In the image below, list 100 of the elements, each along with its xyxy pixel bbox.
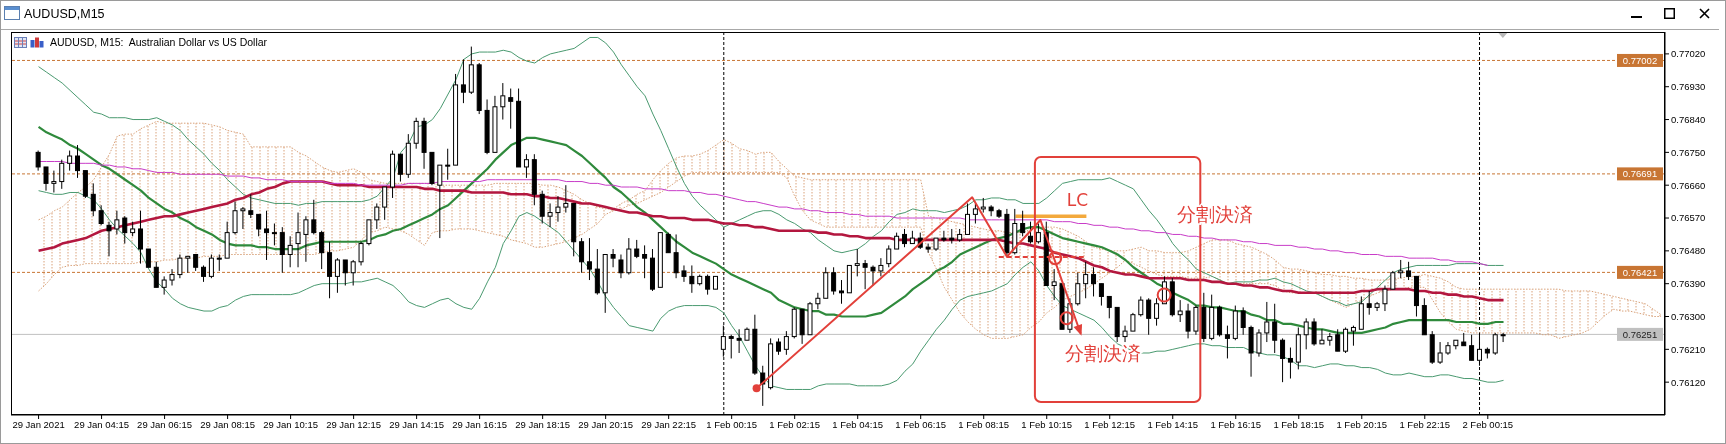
candlestick [870, 264, 876, 287]
candlestick [90, 182, 96, 217]
candlestick [523, 153, 529, 179]
candlestick [1051, 268, 1057, 301]
y-tick-label: 0.76840 [1671, 113, 1706, 125]
x-tick-label: 29 Jan 20:15 [578, 418, 634, 430]
y-tick-label: 0.76120 [1671, 376, 1706, 388]
candlestick [1287, 347, 1293, 380]
candlestick [618, 254, 624, 279]
candlestick [839, 279, 844, 305]
candlestick [1382, 285, 1388, 312]
ref-line-label: 0.77002 [1622, 54, 1658, 66]
y-tick-label: 0.76300 [1671, 310, 1706, 322]
candlestick [760, 365, 766, 407]
ref-line-label: 0.76691 [1622, 168, 1658, 180]
candlestick [547, 202, 553, 228]
candlestick [248, 193, 254, 219]
ref-line-label: 0.76421 [1622, 266, 1658, 278]
candlestick [1303, 317, 1309, 350]
candlestick [138, 210, 144, 265]
candlestick [1035, 223, 1041, 245]
candlestick [673, 233, 679, 279]
y-tick-label: 0.76390 [1671, 278, 1706, 290]
chart-title: AUDUSD,M15 [24, 7, 105, 22]
candlestick [555, 195, 561, 223]
x-tick-label: 29 Jan 14:15 [389, 418, 445, 430]
candlestick [1224, 325, 1230, 359]
x-tick-label: 1 Feb 18:15 [1273, 418, 1325, 430]
candlestick [208, 254, 214, 279]
candlestick [122, 215, 128, 245]
y-tick-label: 0.77020 [1671, 48, 1706, 60]
ref-line-label: LC [1066, 190, 1089, 211]
candlestick [500, 82, 506, 121]
candlestick [413, 117, 419, 150]
candlestick [586, 237, 592, 281]
candlestick [539, 190, 545, 224]
x-tick-label: 29 Jan 2021 [12, 418, 65, 430]
candlestick [177, 254, 183, 279]
candlestick [728, 334, 734, 359]
candlestick [287, 235, 293, 268]
y-tick-label: 0.76930 [1671, 81, 1706, 93]
candlestick [1154, 297, 1160, 327]
candlestick [256, 213, 262, 237]
candlestick [1398, 259, 1404, 279]
candlestick [1350, 325, 1356, 347]
candlestick [1437, 341, 1443, 365]
candlestick [382, 186, 388, 221]
x-tick-label: 29 Jan 10:15 [263, 418, 319, 430]
candlestick [626, 237, 632, 276]
candlestick [1406, 261, 1412, 281]
chart-subtitle: AUDUSD, M15: Australian Dollar vs US Dollar [50, 36, 268, 49]
candlestick [437, 164, 443, 239]
candlestick [1343, 326, 1349, 354]
x-tick-label: 29 Jan 18:15 [515, 418, 571, 430]
candlestick [264, 210, 270, 261]
x-tick-label: 1 Feb 20:15 [1336, 418, 1388, 430]
candlestick [594, 248, 600, 296]
candlestick [1193, 305, 1199, 336]
candlestick [508, 88, 514, 130]
candlestick [1280, 337, 1286, 383]
candlestick [145, 248, 151, 268]
x-tick-label: 29 Jan 08:15 [200, 418, 256, 430]
candlestick [642, 244, 648, 279]
candlestick [1240, 306, 1246, 336]
x-tick-label: 29 Jan 16:15 [452, 418, 508, 430]
candlestick [106, 221, 112, 257]
x-tick-label: 1 Feb 22:15 [1399, 418, 1451, 430]
candlestick [1028, 221, 1034, 245]
candlestick [1335, 328, 1341, 352]
candlestick [1146, 297, 1152, 336]
candlestick [563, 184, 569, 214]
candlestick [161, 275, 167, 296]
x-tick-label: 29 Jan 06:15 [137, 418, 193, 430]
x-tick-label: 29 Jan 12:15 [326, 418, 382, 430]
candlestick [736, 328, 742, 354]
candlestick [610, 248, 616, 268]
y-tick-label: 0.76210 [1671, 343, 1706, 355]
candlestick [1075, 272, 1081, 307]
candlestick [783, 330, 789, 356]
x-tick-label: 29 Jan 22:15 [641, 418, 697, 430]
candlestick [1106, 295, 1112, 319]
candlestick [634, 239, 640, 259]
x-tick-label: 1 Feb 12:15 [1084, 418, 1136, 430]
candlestick [114, 210, 120, 235]
candlestick [327, 241, 333, 299]
candlestick [271, 223, 277, 246]
candlestick [98, 204, 104, 226]
candlestick [1500, 332, 1506, 343]
y-tick-label: 0.76570 [1671, 212, 1706, 224]
x-tick-label: 2 Feb 00:15 [1462, 418, 1514, 430]
candlestick [1098, 283, 1104, 307]
x-tick-label: 29 Jan 04:15 [74, 418, 130, 430]
x-tick-label: 1 Feb 08:15 [958, 418, 1010, 430]
candlestick [311, 199, 317, 235]
candlestick [705, 274, 711, 296]
candlestick [886, 244, 892, 268]
x-tick-label: 1 Feb 04:15 [832, 418, 884, 430]
candlestick [965, 202, 971, 235]
candlestick [689, 264, 695, 294]
candlestick [878, 257, 884, 277]
